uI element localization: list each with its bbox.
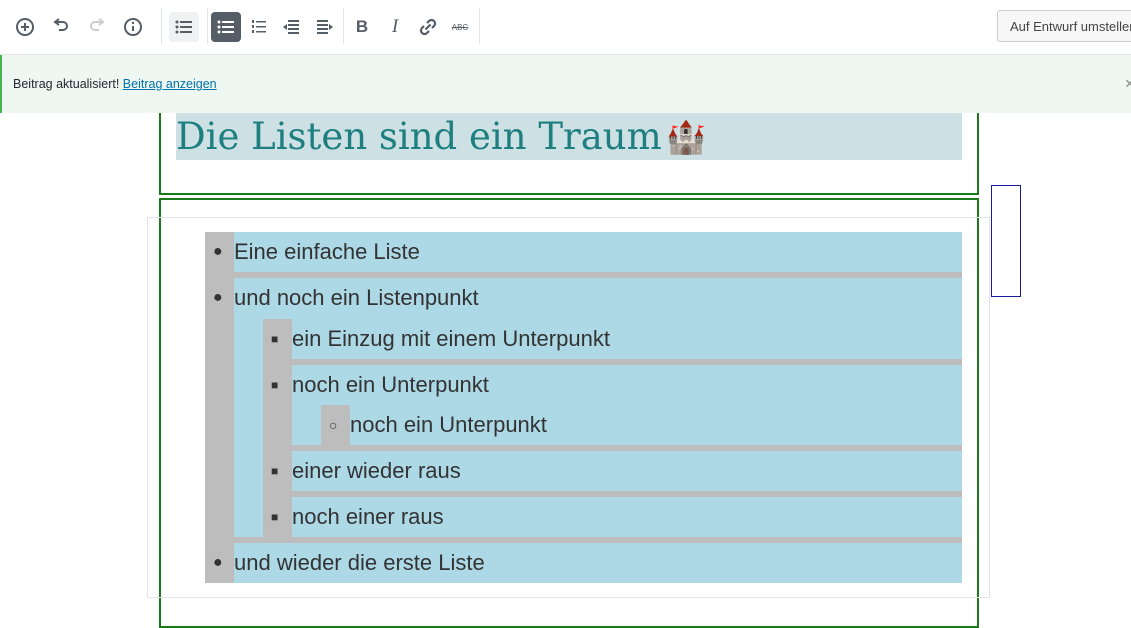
dismiss-icon[interactable]: ✕	[1124, 77, 1131, 91]
disc-bullet: ●	[213, 243, 223, 260]
list-item[interactable]: Eine einfache Liste	[234, 239, 420, 264]
item-gap	[292, 491, 962, 497]
item-gap	[234, 272, 962, 278]
ordered-list-icon[interactable]	[244, 12, 274, 42]
unordered-list-icon[interactable]	[211, 12, 241, 42]
divider	[479, 8, 480, 44]
list-item[interactable]: noch ein Unterpunkt	[292, 372, 489, 397]
divider	[207, 8, 208, 44]
item-gap	[292, 445, 962, 451]
list-item[interactable]: einer wieder raus	[292, 458, 461, 483]
bold-icon[interactable]: B	[355, 17, 369, 36]
square-bullet: ■	[271, 464, 279, 478]
editor-toolbar: B I ABC Auf Entwurf umstellen	[0, 0, 1131, 55]
disc-bullet: ●	[213, 289, 223, 306]
switch-to-draft-button[interactable]: Auf Entwurf umstellen	[997, 10, 1131, 42]
square-bullet: ■	[271, 510, 279, 524]
post-title[interactable]: Die Listen sind ein Traum	[176, 115, 662, 158]
undo-icon[interactable]	[46, 12, 76, 42]
add-block-icon[interactable]	[10, 12, 40, 42]
divider	[161, 8, 162, 44]
outdent-icon[interactable]	[276, 12, 306, 42]
list-block-outline	[147, 217, 990, 598]
list-item[interactable]: ein Einzug mit einem Unterpunkt	[292, 326, 610, 351]
view-post-link[interactable]: Beitrag anzeigen	[122, 77, 217, 91]
indent-icon[interactable]	[310, 12, 340, 42]
outer-list-marker-column	[205, 232, 234, 583]
info-icon[interactable]	[118, 12, 148, 42]
update-notice: Beitrag aktualisiert! Beitrag anzeigen ✕	[0, 55, 1131, 113]
nested-list-marker-column	[263, 319, 292, 540]
disc-bullet: ●	[213, 554, 223, 571]
list-item[interactable]: und wieder die erste Liste	[234, 550, 485, 575]
item-gap	[292, 359, 962, 365]
italic-icon[interactable]: I	[391, 16, 399, 37]
list-item[interactable]: noch einer raus	[292, 504, 444, 529]
square-bullet: ■	[271, 332, 279, 346]
square-bullet: ■	[271, 378, 279, 392]
castle-emoji-icon: 🏰	[666, 119, 706, 155]
third-level-marker-column	[321, 405, 350, 445]
strikethrough-icon[interactable]: ABC	[451, 22, 469, 32]
divider	[343, 8, 344, 44]
circle-bullet: ○	[329, 417, 338, 433]
heading-highlight: Die Listen sind ein Traum 🏰	[176, 113, 962, 160]
item-gap	[234, 537, 962, 543]
outer-list	[234, 232, 962, 583]
list-item[interactable]: und noch ein Listenpunkt	[234, 285, 479, 310]
notice-message: Beitrag aktualisiert!	[13, 77, 120, 91]
link-icon[interactable]	[413, 12, 443, 42]
list-block-icon[interactable]	[169, 12, 199, 42]
block-selection-box	[991, 185, 1021, 297]
list-item[interactable]: noch ein Unterpunkt	[350, 412, 547, 437]
redo-icon[interactable]	[82, 12, 112, 42]
